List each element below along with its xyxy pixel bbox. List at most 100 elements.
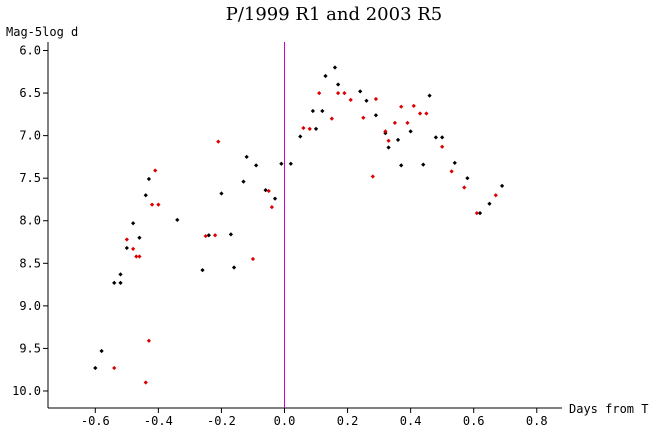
x-tick-label: 0.8 bbox=[526, 414, 548, 428]
red-data-point bbox=[203, 233, 208, 239]
red-data-point bbox=[348, 97, 353, 103]
black-data-point bbox=[200, 267, 205, 273]
red-data-point bbox=[149, 202, 155, 207]
x-tick-label: 0.6 bbox=[463, 414, 485, 428]
x-axis-label: Days from T bbox=[569, 402, 648, 416]
black-data-point bbox=[487, 201, 492, 206]
red-data-point bbox=[329, 116, 334, 121]
red-data-point bbox=[112, 365, 117, 371]
black-data-point bbox=[433, 135, 438, 140]
black-data-point bbox=[118, 272, 123, 277]
black-data-point bbox=[335, 82, 341, 87]
red-data-point bbox=[449, 169, 454, 174]
y-tick-label: 9.0 bbox=[19, 299, 41, 313]
black-data-point bbox=[427, 93, 432, 98]
red-data-point bbox=[307, 126, 312, 131]
y-axis-label: Mag-5log d bbox=[6, 25, 78, 39]
black-data-point bbox=[358, 89, 363, 94]
black-data-point bbox=[477, 210, 483, 216]
red-data-point bbox=[250, 256, 256, 262]
red-data-point bbox=[213, 233, 218, 238]
y-tick-label: 9.5 bbox=[19, 341, 41, 355]
red-data-point bbox=[335, 90, 341, 96]
y-tick-label: 6.5 bbox=[19, 86, 41, 100]
red-data-point bbox=[417, 111, 423, 116]
black-data-point bbox=[146, 176, 152, 182]
black-data-point bbox=[320, 108, 325, 114]
black-data-point bbox=[386, 145, 391, 150]
y-tick-label: 6.0 bbox=[19, 44, 41, 58]
red-data-point bbox=[373, 96, 379, 102]
x-tick-label: 0.4 bbox=[400, 414, 422, 428]
red-data-point bbox=[462, 185, 467, 190]
black-data-point bbox=[452, 160, 457, 165]
tick-group: -0.6 -0.4 -0.2 0.0 0.2 0.4 0.6 0.8 6.0 6.5 7.0 7.5 8… bbox=[12, 44, 548, 428]
black-data-point bbox=[244, 154, 249, 160]
data-points bbox=[93, 65, 505, 385]
black-data-point bbox=[373, 113, 379, 118]
black-data-point bbox=[112, 280, 117, 286]
black-data-point bbox=[228, 232, 234, 237]
red-data-point bbox=[411, 103, 416, 108]
red-data-point bbox=[143, 380, 148, 385]
black-data-point bbox=[408, 129, 413, 134]
black-data-point bbox=[499, 183, 505, 188]
black-data-point bbox=[288, 161, 293, 166]
black-data-point bbox=[440, 135, 445, 140]
y-tick-label: 8.5 bbox=[19, 256, 41, 270]
red-data-point bbox=[266, 188, 271, 194]
red-data-point bbox=[269, 205, 275, 210]
black-data-point bbox=[93, 365, 98, 371]
black-data-point bbox=[124, 245, 129, 251]
black-data-point bbox=[231, 265, 237, 270]
black-data-point bbox=[254, 163, 259, 168]
black-data-point bbox=[175, 217, 180, 223]
red-data-point bbox=[317, 90, 322, 96]
y-tick-label: 8.0 bbox=[19, 214, 41, 228]
black-data-point bbox=[313, 126, 319, 131]
black-data-point bbox=[137, 235, 142, 240]
black-data-point bbox=[332, 65, 338, 70]
red-data-point bbox=[392, 120, 397, 125]
red-data-point bbox=[216, 139, 221, 144]
y-tick-label: 10.0 bbox=[12, 384, 41, 398]
black-data-point bbox=[131, 221, 136, 226]
black-data-point bbox=[421, 162, 426, 167]
red-data-point bbox=[405, 120, 410, 125]
red-data-point bbox=[342, 90, 347, 96]
red-data-point bbox=[399, 104, 404, 109]
black-data-point bbox=[395, 137, 401, 143]
y-tick-label: 7.5 bbox=[19, 171, 41, 185]
red-data-point bbox=[131, 246, 136, 251]
red-data-point bbox=[493, 193, 498, 198]
black-data-point bbox=[310, 108, 316, 114]
x-tick-label: -0.2 bbox=[207, 414, 236, 428]
red-data-point bbox=[440, 144, 445, 149]
chart-title: P/1999 R1 and 2003 R5 bbox=[226, 4, 443, 25]
red-data-point bbox=[370, 174, 375, 179]
black-data-point bbox=[206, 233, 211, 238]
x-tick-label: 0.2 bbox=[337, 414, 359, 428]
black-data-point bbox=[219, 191, 224, 196]
black-data-point bbox=[118, 280, 123, 286]
black-data-point bbox=[143, 193, 148, 198]
black-data-point bbox=[241, 179, 246, 184]
red-data-point bbox=[124, 237, 129, 242]
red-data-point bbox=[146, 338, 152, 343]
red-data-point bbox=[361, 115, 366, 120]
red-data-point bbox=[137, 254, 142, 259]
x-tick-label: 0.0 bbox=[274, 414, 296, 428]
black-data-point bbox=[298, 134, 303, 139]
red-data-point bbox=[156, 202, 161, 207]
red-data-point bbox=[383, 129, 388, 134]
black-data-point bbox=[465, 176, 470, 181]
x-tick-label: -0.4 bbox=[144, 414, 173, 428]
red-data-point bbox=[134, 254, 139, 259]
black-data-point bbox=[99, 348, 104, 354]
x-tick-label: -0.6 bbox=[81, 414, 110, 428]
red-data-point bbox=[386, 138, 391, 143]
red-data-point bbox=[474, 210, 479, 216]
red-data-point bbox=[424, 111, 429, 116]
black-data-point bbox=[272, 196, 278, 201]
